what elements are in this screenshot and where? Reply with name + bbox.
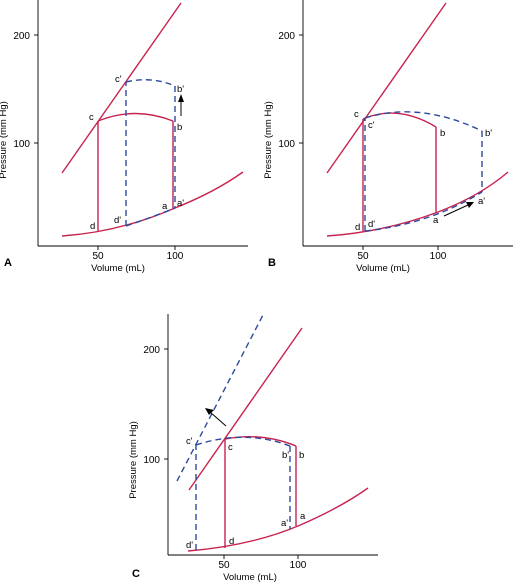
panel-b-edpvr-curve: [326, 171, 509, 237]
panel-a-y-ticklabel-100: 100: [13, 139, 30, 150]
panel-a-point-b: b: [177, 122, 182, 133]
panel-c-altered-ejection: [195, 436, 291, 447]
panel-c: 200 100 50 100 Volume (mL) Pressure (mm …: [128, 314, 378, 583]
panel-c-point-a-prime: a': [281, 518, 288, 529]
panel-b-point-c: c: [354, 109, 359, 120]
panel-c-espvr-line: [188, 327, 303, 491]
panel-a: 200 100 50 100 Volume (mL) Pressure (mm …: [0, 0, 248, 274]
panel-c-arrow-shaft: [209, 411, 227, 427]
panel-b-altered-ejection: [364, 111, 483, 132]
panel-a-point-a-prime: a': [177, 198, 184, 209]
panel-b-label: B: [268, 257, 276, 269]
panel-c-point-d: d: [229, 536, 234, 547]
panel-c-edpvr-curve: [187, 487, 369, 552]
panel-a-point-d-prime: d': [114, 215, 121, 226]
panel-a-point-b-prime: b': [177, 84, 184, 95]
panel-b-point-d-prime: d': [368, 219, 375, 230]
panel-b-y-axis-label: Pressure (mm Hg): [263, 101, 274, 179]
panel-a-point-c-prime: c': [115, 74, 122, 85]
panel-b-x-axis-label: Volume (mL): [356, 263, 410, 274]
panel-c-x-ticklabel-50: 50: [218, 560, 230, 571]
panel-c-point-a: a: [300, 511, 306, 522]
panel-c-altered-espvr-line: [176, 314, 264, 482]
panel-a-y-axis-label: Pressure (mm Hg): [0, 101, 9, 179]
panel-b-point-a: a: [433, 215, 439, 226]
panel-c-point-b: b: [299, 450, 304, 461]
panel-a-point-d: d: [90, 221, 95, 232]
panel-a-label: A: [4, 257, 12, 269]
panel-c-baseline-ejection: [224, 435, 297, 447]
panel-c-arrow-head-icon: [205, 408, 214, 415]
panel-b-altered-filling: [364, 191, 483, 232]
panel-b: 200 100 50 100 Volume (mL) Pressure (mm …: [263, 0, 513, 274]
panel-c-x-ticklabel-100: 100: [290, 560, 307, 571]
panel-b-x-ticklabel-50: 50: [357, 251, 369, 262]
panel-c-y-ticklabel-100: 100: [143, 455, 160, 466]
panel-a-x-ticklabel-100: 100: [167, 251, 184, 262]
panel-b-point-d: d: [355, 222, 360, 233]
panel-b-espvr-line: [326, 2, 447, 174]
panel-a-x-axis-label: Volume (mL): [91, 263, 145, 274]
panel-a-x-ticklabel-50: 50: [92, 251, 104, 262]
panel-c-x-axis-label: Volume (mL): [223, 572, 277, 583]
panel-c-point-c: c: [228, 442, 233, 453]
panel-a-altered-filling: [125, 207, 176, 227]
panel-a-point-c: c: [89, 112, 94, 123]
panel-b-x-ticklabel-100: 100: [430, 251, 447, 262]
panel-b-point-c-prime: c': [368, 120, 375, 131]
panel-b-arrow-shaft: [443, 204, 469, 217]
panel-c-point-c-prime: c': [186, 436, 193, 447]
panel-a-arrow-head-icon: [178, 94, 184, 102]
panel-a-baseline-ejection: [97, 112, 174, 122]
panel-a-altered-ejection: [125, 79, 176, 87]
panel-b-point-b: b: [440, 128, 445, 139]
panel-b-arrow-head-icon: [466, 202, 474, 208]
panel-a-espvr-line: [61, 2, 182, 174]
panel-b-point-a-prime: a': [478, 196, 485, 207]
panel-a-y-ticklabel-200: 200: [13, 31, 30, 42]
panel-c-y-ticklabel-200: 200: [143, 345, 160, 356]
panel-b-y-ticklabel-100: 100: [278, 139, 295, 150]
panel-c-label: C: [132, 568, 140, 580]
panel-c-y-axis-label: Pressure (mm Hg): [128, 421, 139, 499]
panel-a-point-a: a: [162, 201, 168, 212]
panel-c-point-b-prime: b': [282, 450, 289, 461]
panel-b-point-b-prime: b': [485, 128, 492, 139]
panel-b-y-ticklabel-200: 200: [278, 31, 295, 42]
panel-c-point-d-prime: d': [186, 540, 193, 551]
